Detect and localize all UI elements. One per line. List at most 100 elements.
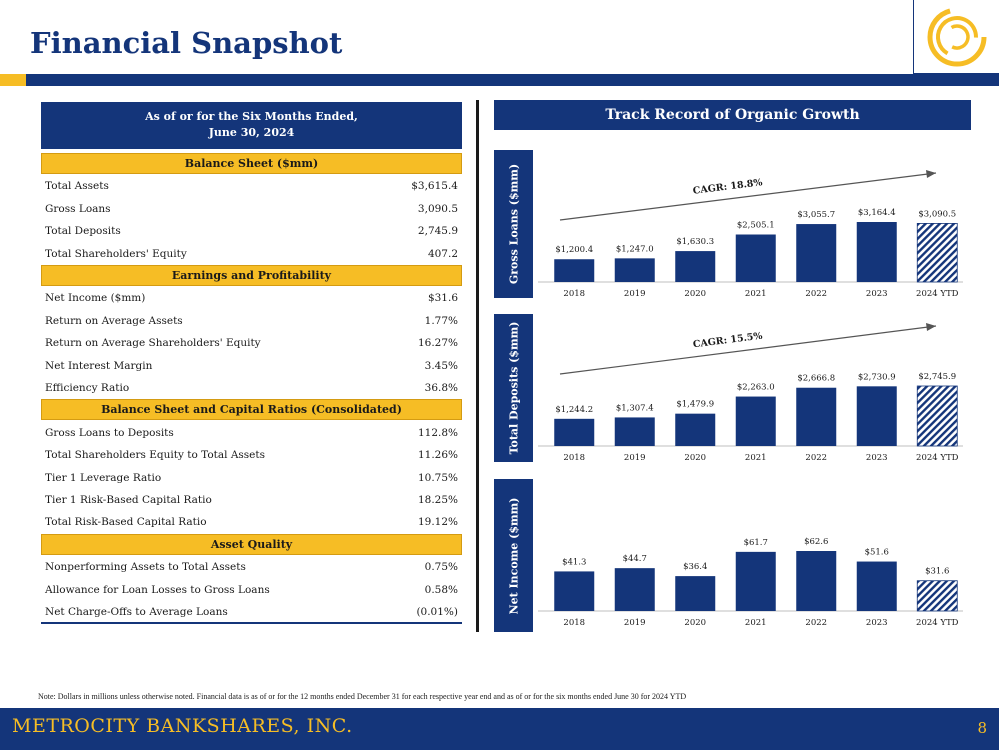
data-label: $1,247.0 (616, 244, 654, 254)
category-label: 2021 (745, 453, 767, 463)
category-label: 2024 YTD (916, 453, 959, 463)
data-label: $36.4 (683, 562, 707, 572)
trend-arrow (559, 172, 937, 221)
row-value: $3,615.4 (411, 180, 458, 193)
table-row: Net Interest Margin 3.45% (45, 357, 458, 375)
data-label: $31.6 (925, 567, 949, 577)
row-value: 11.26% (417, 449, 458, 462)
category-label: 2022 (805, 618, 827, 628)
total-deposits-chart: $1,244.2 2018 $1,307.4 2019 $1,479.9 2020 $2,2… (538, 323, 963, 463)
footnote: Note: Dollars in millions unless otherwi… (38, 692, 687, 701)
trend-arrow-head (926, 323, 936, 331)
category-label: 2018 (563, 453, 585, 463)
bar (796, 551, 837, 611)
bar (614, 417, 655, 446)
gross-loans-axis-label: Gross Loans ($mm) (494, 150, 533, 298)
table-row: Tier 1 Risk-Based Capital Ratio 18.25% (45, 491, 458, 509)
table-row: Total Shareholders Equity to Total Asset… (45, 446, 458, 464)
row-label: Return on Average Shareholders' Equity (45, 337, 261, 350)
bar (856, 386, 897, 446)
bar (554, 571, 595, 611)
data-label: $61.7 (744, 538, 768, 548)
category-label: 2023 (866, 289, 888, 299)
row-label: Tier 1 Risk-Based Capital Ratio (45, 494, 212, 506)
data-label: $1,479.9 (676, 400, 714, 410)
charts-header: Track Record of Organic Growth (494, 100, 971, 130)
row-label: Total Shareholders' Equity (45, 247, 187, 260)
section-header: Earnings and Profitability (41, 265, 462, 286)
title-rule-accent (0, 74, 26, 86)
table-row: Net Charge-Offs to Average Loans (0.01%) (45, 603, 458, 621)
data-label: $1,244.2 (555, 405, 593, 415)
data-label: $3,164.4 (858, 208, 896, 218)
data-label: $2,730.9 (858, 372, 896, 382)
row-value: 16.27% (417, 337, 458, 350)
table-row: Gross Loans to Deposits 112.8% (45, 424, 458, 442)
table-bottom-rule (41, 622, 462, 624)
category-label: 2023 (866, 453, 888, 463)
data-label: $44.7 (623, 554, 647, 564)
data-label: $1,630.3 (676, 237, 714, 247)
cagr-annotation: CAGR: 15.5% (692, 331, 763, 351)
data-label: $2,666.8 (797, 374, 835, 384)
table-header-line2: June 30, 2024 (208, 126, 295, 139)
row-value: 19.12% (417, 516, 458, 529)
category-label: 2021 (745, 289, 767, 299)
bar (614, 258, 655, 282)
row-value: 36.8% (424, 382, 458, 394)
column-divider (476, 100, 479, 632)
data-label: $41.3 (562, 557, 586, 567)
table-row: Tier 1 Leverage Ratio 10.75% (45, 469, 458, 487)
bar (796, 224, 837, 282)
category-label: 2019 (624, 289, 646, 299)
table-row: Total Deposits 2,745.9 (45, 222, 458, 240)
data-label: $62.6 (804, 537, 828, 547)
row-label: Total Assets (45, 180, 109, 193)
bar (916, 580, 958, 612)
row-label: Total Risk-Based Capital Ratio (45, 516, 207, 529)
data-label: $2,263.0 (737, 383, 775, 393)
row-label: Return on Average Assets (45, 314, 183, 327)
bar (554, 418, 595, 446)
row-label: Nonperforming Assets to Total Assets (45, 561, 246, 574)
title-rule (0, 74, 999, 86)
trend-arrow (559, 325, 937, 375)
company-logo (913, 0, 999, 74)
row-label: Net Charge-Offs to Average Loans (45, 606, 228, 618)
table-row: Total Risk-Based Capital Ratio 19.12% (45, 513, 458, 531)
row-label: Allowance for Loan Losses to Gross Loans (45, 583, 270, 596)
row-value: 1.77% (424, 314, 458, 327)
row-value: 10.75% (417, 471, 458, 484)
row-label: Tier 1 Leverage Ratio (45, 471, 162, 484)
row-value: 0.58% (424, 583, 458, 596)
net-income-chart: $41.3 2018 $44.7 2019 $36.4 2020 $61.7 2021 $62.… (538, 537, 963, 628)
category-label: 2019 (624, 618, 646, 628)
row-value: $31.6 (427, 292, 458, 305)
trend-arrow-head (926, 170, 936, 178)
bar (856, 222, 897, 282)
table-row: Total Shareholders' Equity 407.2 (45, 245, 458, 263)
total-deposits-axis-label: Total Deposits ($mm) (494, 314, 533, 462)
bar (675, 251, 716, 282)
data-label: $2,745.9 (918, 372, 956, 382)
bar (856, 561, 897, 611)
table-row: Gross Loans 3,090.5 (45, 200, 458, 218)
bar (916, 385, 958, 447)
data-label: $3,055.7 (797, 210, 835, 220)
row-value: 407.2 (427, 247, 458, 260)
bar (554, 259, 595, 282)
row-label: Net Income ($mm) (45, 292, 146, 305)
row-label: Total Deposits (45, 225, 121, 238)
section-header: Balance Sheet ($mm) (41, 153, 462, 174)
page-number: 8 (977, 719, 987, 737)
bar (735, 234, 776, 282)
category-label: 2024 YTD (916, 618, 959, 628)
data-label: $51.6 (865, 548, 889, 558)
bar (614, 568, 655, 611)
bar (796, 387, 837, 446)
row-value: 18.25% (417, 494, 458, 506)
gross-loans-chart: $1,200.4 2018 $1,247.0 2019 $1,630.3 2020 $2,5… (538, 170, 963, 299)
company-name: METROCITY BANKSHARES, INC. (12, 715, 353, 737)
bar (735, 551, 776, 611)
category-label: 2019 (624, 453, 646, 463)
